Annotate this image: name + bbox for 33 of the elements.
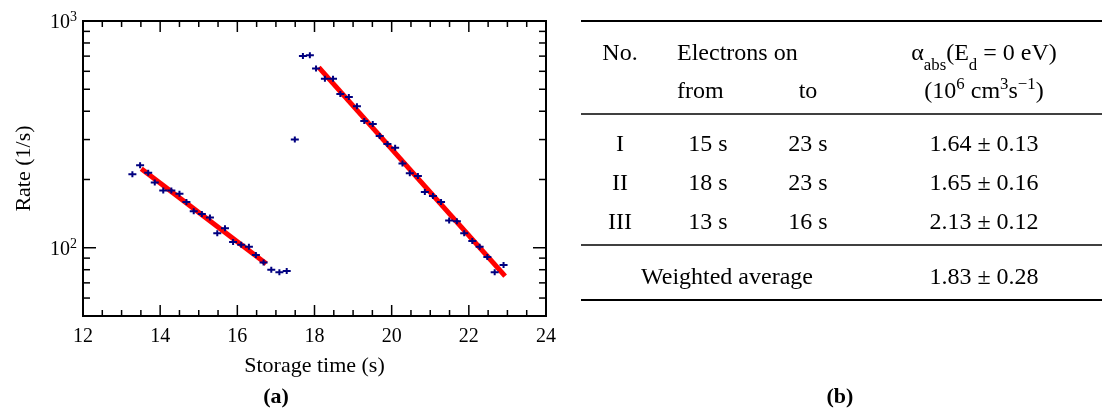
- text: II: [612, 169, 628, 195]
- x-tick-label: 16: [227, 324, 248, 346]
- text: to: [798, 77, 818, 103]
- x-tick-label: 20: [381, 324, 402, 346]
- text: (10$^{6}$ cm$^{3}$s$^{−1}$): [924, 73, 1044, 103]
- x-tick-label: 12: [73, 324, 93, 346]
- text: No.: [602, 39, 638, 65]
- text: α$_{abs}$(E$_{d}$ = 0 eV): [911, 39, 1057, 74]
- text: 1.65 ± 0.16: [929, 169, 1039, 195]
- text: 1.64 ± 0.13: [929, 130, 1039, 156]
- text: Electrons on: [677, 39, 798, 65]
- y-tick-label: 10$^{3}$: [50, 8, 77, 32]
- text: III: [608, 208, 632, 234]
- x-tick-label: 14: [150, 324, 171, 346]
- text: 1.83 ± 0.28: [929, 263, 1039, 289]
- text: 15 s: [688, 130, 728, 156]
- x-axis-title: Storage time (s): [244, 352, 385, 377]
- text: from: [677, 77, 724, 103]
- text: 23 s: [788, 130, 828, 156]
- text: I: [616, 130, 624, 156]
- text: (a): [263, 383, 289, 408]
- text: 23 s: [788, 169, 828, 195]
- y-axis-title: Rate (1/s): [10, 125, 35, 212]
- text: (b): [826, 383, 854, 408]
- x-tick-label: 22: [458, 324, 479, 346]
- text: Weighted average: [641, 263, 813, 289]
- y-tick-label: 10$^{2}$: [50, 235, 77, 259]
- x-tick-label: 18: [304, 324, 325, 346]
- x-tick-label: 24: [536, 324, 556, 346]
- text: 13 s: [688, 208, 728, 234]
- text: 18 s: [688, 169, 728, 195]
- text: 16 s: [788, 208, 828, 234]
- text: 2.13 ± 0.12: [929, 208, 1039, 234]
